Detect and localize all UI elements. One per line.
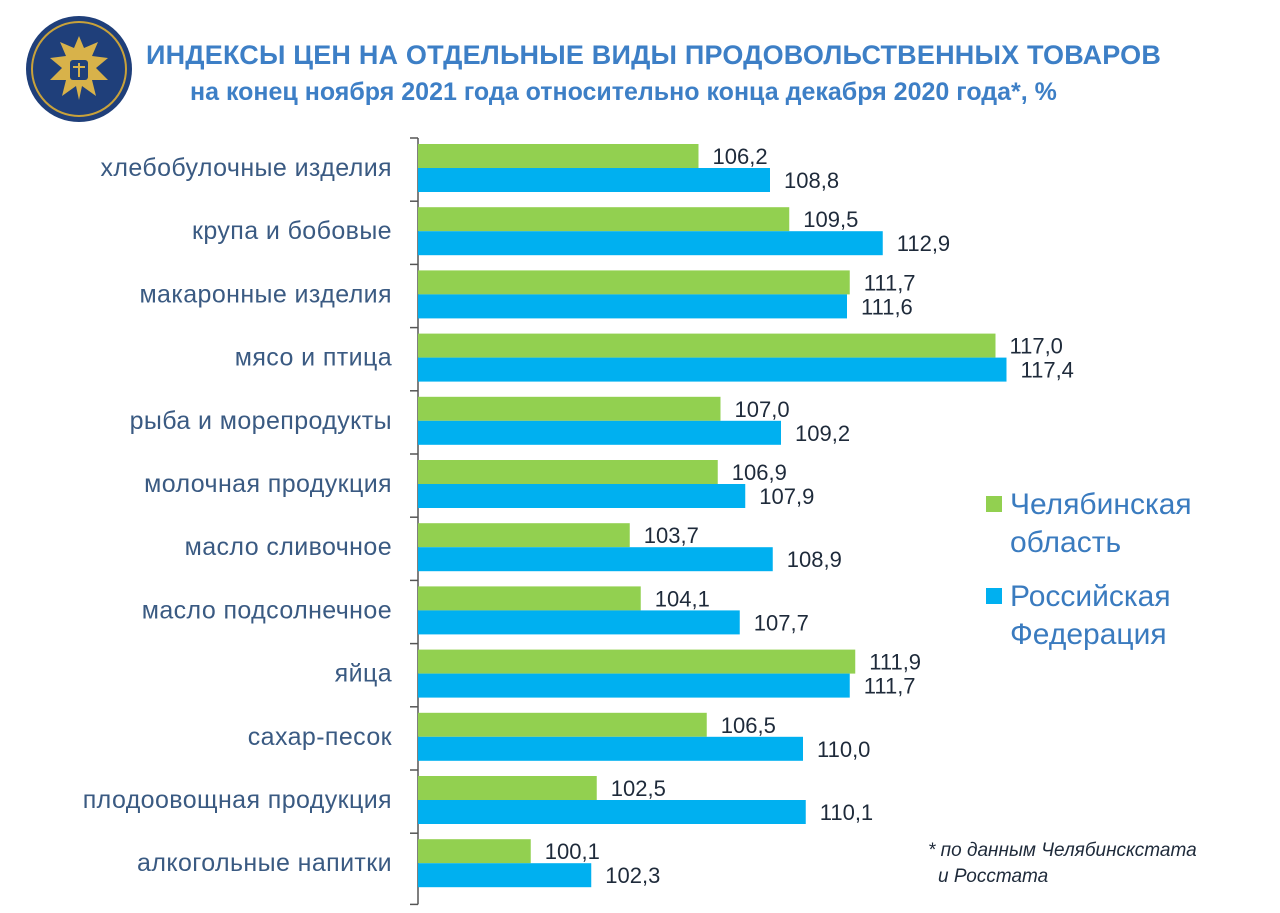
legend-label-russia-line1: Российская: [1010, 580, 1171, 613]
data-label: 111,7: [864, 674, 916, 699]
footnote-line1: * по данным Челябинскстата: [928, 840, 1197, 861]
category-label: сахар-песок: [248, 723, 393, 751]
data-label: 107,0: [735, 397, 790, 422]
data-label: 106,2: [713, 144, 768, 169]
data-label: 117,0: [1010, 334, 1063, 359]
bar-russia: [418, 547, 773, 572]
bar-russia: [418, 231, 883, 256]
bar-chelyabinsk: [418, 144, 699, 168]
data-label: 111,9: [869, 650, 921, 675]
legend: Челябинская область Российская Федерация: [986, 486, 1246, 670]
bar-russia: [418, 863, 592, 888]
category-label: масло сливочное: [185, 533, 392, 561]
data-label: 104,1: [655, 586, 710, 611]
data-label: 109,5: [803, 207, 858, 232]
category-label: молочная продукция: [144, 470, 392, 498]
category-label: масло подсолнечное: [142, 596, 392, 624]
chart-title: ИНДЕКСЫ ЦЕН НА ОТДЕЛЬНЫЕ ВИДЫ ПРОДОВОЛЬС…: [146, 40, 1162, 70]
bar-russia: [418, 168, 770, 192]
bar-chelyabinsk: [418, 270, 850, 295]
footnote: * по данным Челябинскстата и Росстата: [928, 838, 1268, 890]
category-label: хлебобулочные изделия: [100, 154, 392, 182]
bar-russia: [418, 294, 847, 319]
legend-swatch-chelyabinsk: [986, 496, 1002, 512]
bar-russia: [418, 610, 740, 635]
data-label: 108,8: [784, 168, 839, 193]
legend-swatch-russia: [986, 588, 1002, 604]
bar-russia: [418, 673, 850, 698]
bar-russia: [418, 484, 746, 508]
bar-chelyabinsk: [418, 839, 531, 864]
data-label: 117,4: [1021, 358, 1074, 383]
category-label: плодоовощная продукция: [83, 786, 392, 814]
bar-chelyabinsk: [418, 396, 721, 421]
legend-item-russia: Российская Федерация: [986, 578, 1246, 654]
bar-chelyabinsk: [418, 207, 790, 232]
footnote-line2: и Росстата: [938, 866, 1049, 887]
bar-chelyabinsk: [418, 460, 718, 484]
data-label: 110,1: [820, 800, 873, 825]
data-label: 103,7: [644, 523, 699, 548]
data-label: 111,6: [861, 294, 913, 319]
data-label: 102,3: [605, 863, 660, 888]
legend-label-chelyabinsk-line2: область: [1010, 526, 1122, 559]
bar-chelyabinsk: [418, 712, 707, 737]
data-label: 107,7: [754, 610, 809, 635]
data-label: 102,5: [611, 776, 666, 801]
bar-chelyabinsk: [418, 776, 597, 800]
bar-chelyabinsk: [418, 333, 996, 358]
bar-chelyabinsk: [418, 586, 641, 611]
category-label: крупа и бобовые: [192, 217, 392, 245]
category-label: макаронные изделия: [139, 280, 392, 308]
data-label: 100,1: [545, 839, 600, 864]
bar-chelyabinsk: [418, 523, 630, 548]
bar-chelyabinsk: [418, 649, 856, 674]
legend-label-russia-line2: Федерация: [1010, 618, 1167, 651]
bar-russia: [418, 800, 806, 824]
legend-item-chelyabinsk: Челябинская область: [986, 486, 1246, 562]
data-label: 108,9: [787, 547, 842, 572]
chart-subtitle: на конец ноября 2021 года относительно к…: [190, 78, 1057, 106]
data-label: 106,9: [732, 460, 787, 485]
category-label: яйца: [335, 660, 392, 688]
category-label: алкогольные напитки: [137, 849, 392, 877]
bar-russia: [418, 357, 1007, 382]
bar-russia: [418, 736, 803, 761]
data-label: 106,5: [721, 713, 776, 738]
category-label: рыба и морепродукты: [130, 407, 392, 435]
data-label: 110,0: [817, 737, 870, 762]
bar-russia: [418, 420, 781, 445]
data-label: 111,7: [864, 270, 916, 295]
data-label: 112,9: [897, 231, 950, 256]
category-label: мясо и птица: [235, 344, 392, 372]
legend-label-chelyabinsk-line1: Челябинская: [1010, 488, 1192, 521]
emblem-logo: [26, 16, 132, 122]
data-label: 109,2: [795, 421, 850, 446]
data-label: 107,9: [759, 484, 814, 509]
